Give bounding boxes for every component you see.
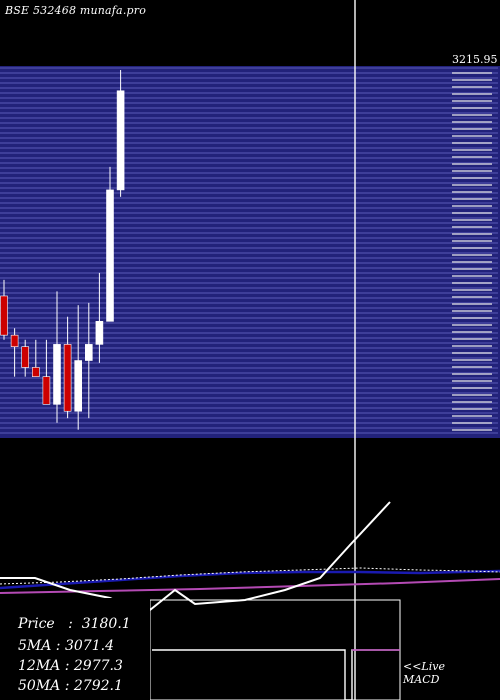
axis-tick-mark: [452, 373, 492, 375]
axis-tick-mark: [452, 114, 492, 116]
candle-body: [42, 376, 51, 405]
axis-tick-mark: [452, 268, 492, 270]
axis-tick-mark: [452, 352, 492, 354]
axis-tick-mark: [452, 233, 492, 235]
axis-tick-labels: [452, 72, 492, 431]
axis-tick-mark: [452, 247, 492, 249]
axis-tick-mark: [452, 79, 492, 81]
ma5-row: 5MA : 3071.4: [18, 638, 114, 654]
candle-body: [10, 334, 19, 347]
axis-tick-mark: [452, 86, 492, 88]
ma12-label: 12MA: [18, 658, 61, 674]
axis-tick-mark: [452, 401, 492, 403]
axis-tick-mark: [452, 240, 492, 242]
price-row: Price : 3180.1: [18, 616, 131, 632]
axis-tick-mark: [452, 317, 492, 319]
candle-body: [21, 346, 30, 368]
candle-body: [53, 344, 61, 405]
axis-tick-mark: [452, 219, 492, 221]
price-value: 3180.1: [81, 616, 131, 632]
axis-tick-mark: [452, 345, 492, 347]
axis-tick-mark: [452, 191, 492, 193]
axis-tick-mark: [452, 422, 492, 424]
axis-tick-mark: [452, 261, 492, 263]
macd-label: <<Live MACD: [403, 660, 445, 686]
price-white-line: [0, 501, 391, 616]
candle-body: [116, 90, 125, 191]
ma12-value: 2977.3: [73, 658, 123, 674]
axis-tick-mark: [452, 177, 492, 179]
macd-title: MACD: [403, 673, 440, 686]
axis-tick-mark: [452, 93, 492, 95]
price-band: [0, 66, 500, 438]
axis-tick-mark: [452, 184, 492, 186]
price-label: Price: [18, 616, 55, 632]
candle-body: [85, 344, 93, 361]
axis-tick-mark: [452, 366, 492, 368]
axis-tick-mark: [452, 310, 492, 312]
axis-tick-mark: [452, 338, 492, 340]
axis-tick-mark: [452, 170, 492, 172]
candle-body: [106, 189, 114, 322]
candle-body: [95, 321, 104, 345]
axis-top-price-label: 3215.95: [452, 53, 498, 66]
ma50-row: 50MA : 2792.1: [18, 678, 123, 694]
axis-tick-mark: [452, 128, 492, 130]
ma12-row: 12MA : 2977.3: [18, 658, 123, 674]
axis-tick-mark: [452, 359, 492, 361]
axis-tick-mark: [452, 331, 492, 333]
axis-tick-mark: [452, 198, 492, 200]
axis-tick-mark: [452, 142, 492, 144]
chart-watermark: BSE 532468 munafa.pro: [5, 4, 147, 17]
axis-tick-mark: [452, 149, 492, 151]
ma5-label: 5MA: [18, 638, 52, 654]
candle-body: [63, 344, 72, 412]
axis-tick-mark: [452, 429, 492, 431]
axis-tick-mark: [452, 100, 492, 102]
ma50-label: 50MA: [18, 678, 61, 694]
ma-magenta-line: [0, 578, 500, 594]
ma5-value: 3071.4: [64, 638, 114, 654]
candle-body: [0, 295, 8, 336]
axis-tick-mark: [452, 156, 492, 158]
axis-tick-mark: [452, 408, 492, 410]
macd-histogram-line: [152, 649, 400, 700]
axis-tick-mark: [452, 415, 492, 417]
candle-body: [74, 360, 82, 412]
axis-tick-mark: [452, 296, 492, 298]
axis-tick-mark: [452, 212, 492, 214]
axis-tick-mark: [452, 205, 492, 207]
axis-tick-mark: [452, 135, 492, 137]
axis-tick-mark: [452, 121, 492, 123]
axis-tick-mark: [452, 254, 492, 256]
price-stats-panel: Price : 3180.1 5MA : 3071.4 12MA : 2977.…: [0, 598, 150, 700]
ma50-value: 2792.1: [73, 678, 123, 694]
axis-tick-mark: [452, 282, 492, 284]
axis-tick-mark: [452, 289, 492, 291]
axis-tick-mark: [452, 275, 492, 277]
axis-tick-mark: [452, 163, 492, 165]
candle-body: [31, 367, 40, 377]
axis-tick-mark: [452, 107, 492, 109]
axis-tick-mark: [452, 324, 492, 326]
axis-tick-mark: [452, 380, 492, 382]
macd-live-label: <<Live: [403, 660, 445, 673]
axis-tick-mark: [452, 387, 492, 389]
axis-tick-mark: [452, 303, 492, 305]
ma-white-dotted-line: [0, 567, 500, 585]
candlesticks: [0, 70, 125, 430]
axis-tick-mark: [452, 72, 492, 74]
axis-tick-mark: [452, 394, 492, 396]
ma-blue-line: [0, 569, 500, 590]
axis-tick-mark: [452, 226, 492, 228]
